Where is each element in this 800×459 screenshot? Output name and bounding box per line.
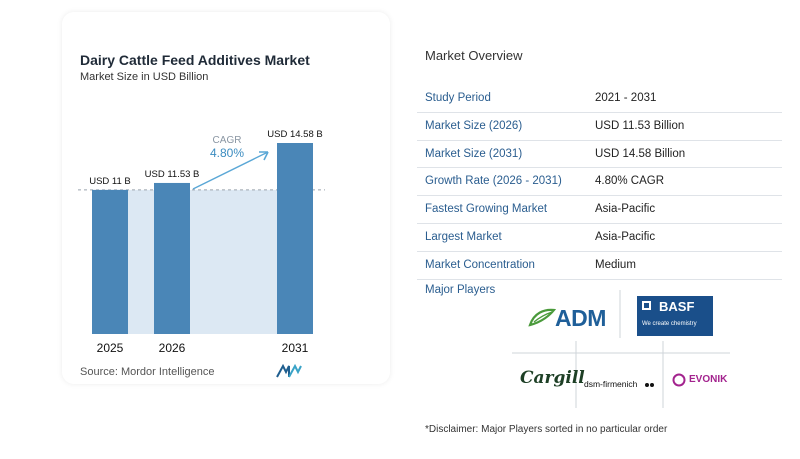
source-text: Source: Mordor Intelligence — [80, 366, 215, 378]
adm-logo: ADM — [528, 305, 610, 331]
major-players-title: Major Players — [425, 284, 496, 296]
overview-row-key: Market Size (2031) — [425, 147, 523, 160]
overview-row: Largest Market Asia-Pacific — [417, 224, 782, 252]
basf-logo: BASF We create chemistry — [637, 296, 713, 336]
bar — [154, 182, 190, 334]
overview-row-key: Study Period — [425, 92, 491, 104]
overview-row-key: Growth Rate (2026 - 2031) — [425, 175, 562, 188]
overview-table: Study Period 2021 - 2031 Market Size (2026… — [417, 85, 782, 280]
dsm-dots-icon — [644, 374, 654, 392]
overview-row: Market Size (2026) USD 11.53 Billion — [417, 113, 782, 141]
bar — [277, 143, 313, 334]
evonik-wordmark: EVONIK — [689, 374, 728, 385]
dsm-firmenich-logo: dsm-firmenich — [584, 374, 654, 392]
overview-row-value: USD 11.53 Billion — [595, 119, 685, 132]
overview-row: Market Size (2031) USD 14.58 Billion — [417, 141, 782, 169]
cagr-label: CAGR — [213, 135, 242, 146]
overview-row: Growth Rate (2026 - 2031) 4.80% CAGR — [417, 168, 782, 197]
bar — [92, 189, 128, 334]
overview-row-value: Asia-Pacific — [595, 230, 656, 243]
overview-row-value: 2021 - 2031 — [595, 92, 657, 104]
basf-wordmark: BASF — [659, 299, 695, 314]
overview-row-key: Fastest Growing Market — [425, 203, 548, 216]
overview-row-value: Asia-Pacific — [595, 203, 656, 216]
overview-row-key: Market Concentration — [425, 258, 535, 271]
cagr-value: 4.80% — [210, 146, 244, 160]
overview-row-key: Market Size (2026) — [425, 119, 523, 132]
cargill-wordmark: Cargill — [520, 368, 585, 388]
data-label: USD 11 B — [89, 176, 131, 187]
adm-leaf-icon — [528, 308, 556, 327]
evonik-symbol-icon — [672, 373, 686, 387]
dsm-wordmark: dsm-firmenich — [584, 379, 638, 390]
cagr-arrow-head-icon — [259, 151, 269, 161]
basf-square-icon — [642, 301, 651, 310]
overview-title: Market Overview — [425, 48, 523, 63]
cagr-arrow — [192, 151, 269, 190]
mordor-logo-icon — [276, 364, 302, 378]
overview-row: Market Concentration Medium — [417, 252, 782, 280]
overview-row-value: 4.80% CAGR — [595, 175, 665, 188]
category-label: 2026 — [159, 341, 186, 355]
growth-band — [128, 189, 277, 334]
category-label: 2025 — [97, 341, 124, 355]
category-label: 2031 — [282, 341, 309, 355]
data-label: USD 14.58 B — [267, 129, 322, 140]
adm-wordmark: ADM — [555, 305, 606, 331]
basf-tagline: We create chemistry — [642, 321, 697, 327]
chart-title: Dairy Cattle Feed Additives Market — [80, 52, 310, 68]
overview-row: Study Period 2021 - 2031 — [417, 85, 782, 113]
cargill-logo: Cargill — [520, 368, 585, 388]
disclaimer-text: *Disclaimer: Major Players sorted in no … — [425, 424, 668, 435]
overview-row: Fastest Growing Market Asia-Pacific — [417, 196, 782, 224]
overview-row-value: USD 14.58 Billion — [595, 147, 686, 160]
chart-subtitle: Market Size in USD Billion — [80, 71, 209, 83]
overview-row-value: Medium — [595, 258, 636, 271]
overview-row-key: Largest Market — [425, 230, 502, 243]
data-label: USD 11.53 B — [145, 169, 200, 180]
